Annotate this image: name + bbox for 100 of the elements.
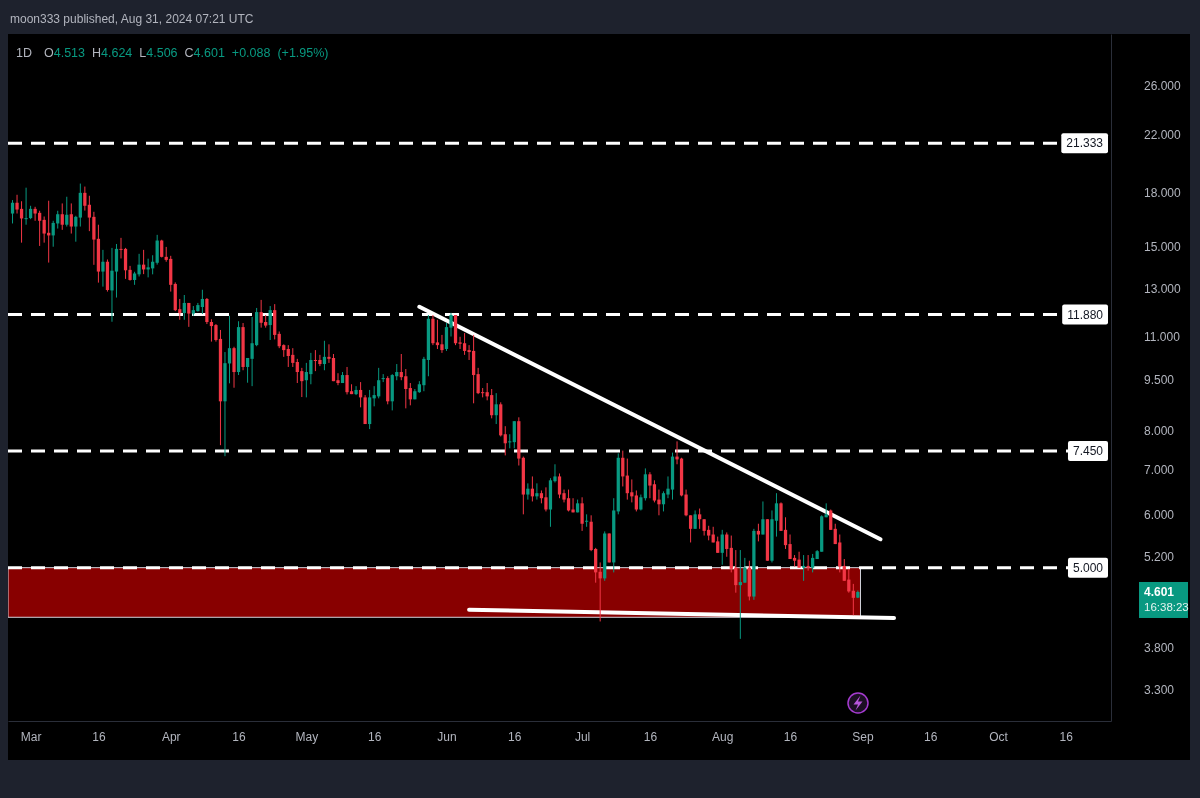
y-tick-label: 3.800	[1144, 641, 1175, 656]
candlestick	[268, 305, 272, 341]
candlestick	[209, 318, 214, 343]
candlestick	[526, 482, 530, 501]
x-tick-label: 16	[643, 729, 658, 744]
x-tick-label: 16	[924, 729, 938, 744]
candlestick	[797, 551, 801, 569]
candlestick	[291, 347, 295, 368]
candlestick	[69, 202, 73, 235]
candlestick	[318, 354, 322, 367]
candlestick	[182, 294, 186, 321]
candlestick	[490, 388, 494, 419]
candlestick	[232, 346, 236, 389]
candlestick	[720, 529, 724, 566]
y-tick-label: 7.000	[1144, 462, 1175, 477]
y-tick-label: 6.000	[1144, 507, 1175, 522]
y-tick-label: 8.000	[1144, 423, 1175, 438]
candlestick	[684, 489, 688, 517]
text: O4.513 H4.624 L4.506 C4.601 +0.088 (+1.95%)	[43, 46, 329, 60]
candlestick	[205, 297, 209, 325]
x-tick-label: May	[295, 729, 319, 744]
candlestick	[435, 319, 440, 350]
candlestick	[544, 486, 548, 512]
x-tick-label: 16	[232, 729, 247, 744]
candlestick	[345, 366, 349, 395]
ref-line-label: 5.000	[1072, 560, 1104, 575]
text: 4.601	[1144, 584, 1175, 599]
candlestick	[557, 472, 562, 499]
x-tick-label: Jul	[574, 729, 591, 744]
x-tick-label: Sep	[852, 729, 874, 744]
x-tick-label: Mar	[20, 729, 42, 744]
y-tick-label: 3.300	[1144, 682, 1175, 697]
candlestick	[503, 425, 507, 456]
x-tick-label: 16	[508, 729, 522, 744]
candlestick	[634, 489, 638, 512]
y-tick-label: 18.000	[1144, 186, 1182, 201]
candlestick	[566, 489, 571, 512]
candlestick	[743, 557, 747, 584]
x-tick-label: Apr	[161, 729, 181, 744]
y-tick-label: 11.000	[1144, 330, 1181, 345]
candlestick	[114, 243, 119, 299]
y-tick-label: 9.500	[1144, 373, 1175, 388]
x-tick-label: 16	[367, 729, 382, 744]
candlestick	[24, 187, 28, 226]
candlestick	[227, 315, 232, 384]
candlestick	[738, 549, 742, 640]
candlestick	[110, 247, 114, 323]
x-tick-label: Jun	[437, 729, 457, 744]
x-tick-label: Oct	[989, 729, 1009, 744]
candlestick	[508, 433, 512, 449]
candlestick	[331, 353, 336, 382]
candlestick	[15, 194, 19, 215]
candlestick	[101, 249, 105, 288]
candlestick	[65, 196, 69, 228]
candlestick	[33, 206, 37, 222]
candlestick	[630, 478, 634, 503]
candlestick	[295, 358, 299, 384]
candlestick	[74, 215, 78, 243]
y-tick-label: 22.000	[1144, 127, 1182, 142]
candlestick	[476, 367, 480, 395]
candlestick	[535, 482, 539, 501]
candlestick	[801, 554, 806, 582]
candlestick	[354, 385, 358, 396]
candlestick	[851, 583, 855, 616]
candlestick	[788, 534, 792, 560]
candlestick	[643, 467, 648, 502]
candlestick	[580, 496, 584, 532]
text: 16:38:23	[1144, 600, 1189, 613]
candlestick	[761, 500, 765, 536]
candlestick	[661, 490, 666, 512]
candlestick	[462, 332, 467, 356]
candlestick	[313, 349, 318, 372]
candlestick	[83, 186, 87, 212]
candlestick	[440, 334, 444, 354]
candlestick	[123, 247, 128, 280]
candlestick	[585, 513, 589, 528]
ref-line-label: 21.333	[1066, 136, 1104, 151]
candlestick	[286, 344, 290, 368]
candlestick	[309, 352, 313, 385]
candlestick	[698, 508, 702, 530]
text: 1D	[16, 46, 32, 60]
y-tick-label: 26.000	[1144, 78, 1182, 93]
candlestick	[60, 202, 64, 231]
candlestick	[322, 340, 327, 371]
candlestick	[137, 253, 141, 277]
x-tick-label: Aug	[712, 729, 734, 744]
candlestick	[688, 514, 693, 543]
candlestick	[494, 392, 498, 425]
y-tick-label: 13.000	[1144, 281, 1182, 296]
candlestick	[806, 554, 810, 572]
candlestick	[200, 289, 205, 315]
x-tick-label: 16	[783, 729, 798, 744]
candlestick	[377, 367, 381, 399]
y-tick-label: 5.200	[1144, 549, 1175, 564]
candlestick	[811, 553, 815, 573]
candlestick	[648, 471, 652, 499]
candlestick	[250, 316, 254, 387]
candlestick	[386, 375, 390, 405]
candlestick	[10, 199, 15, 224]
candlestick	[259, 299, 263, 329]
